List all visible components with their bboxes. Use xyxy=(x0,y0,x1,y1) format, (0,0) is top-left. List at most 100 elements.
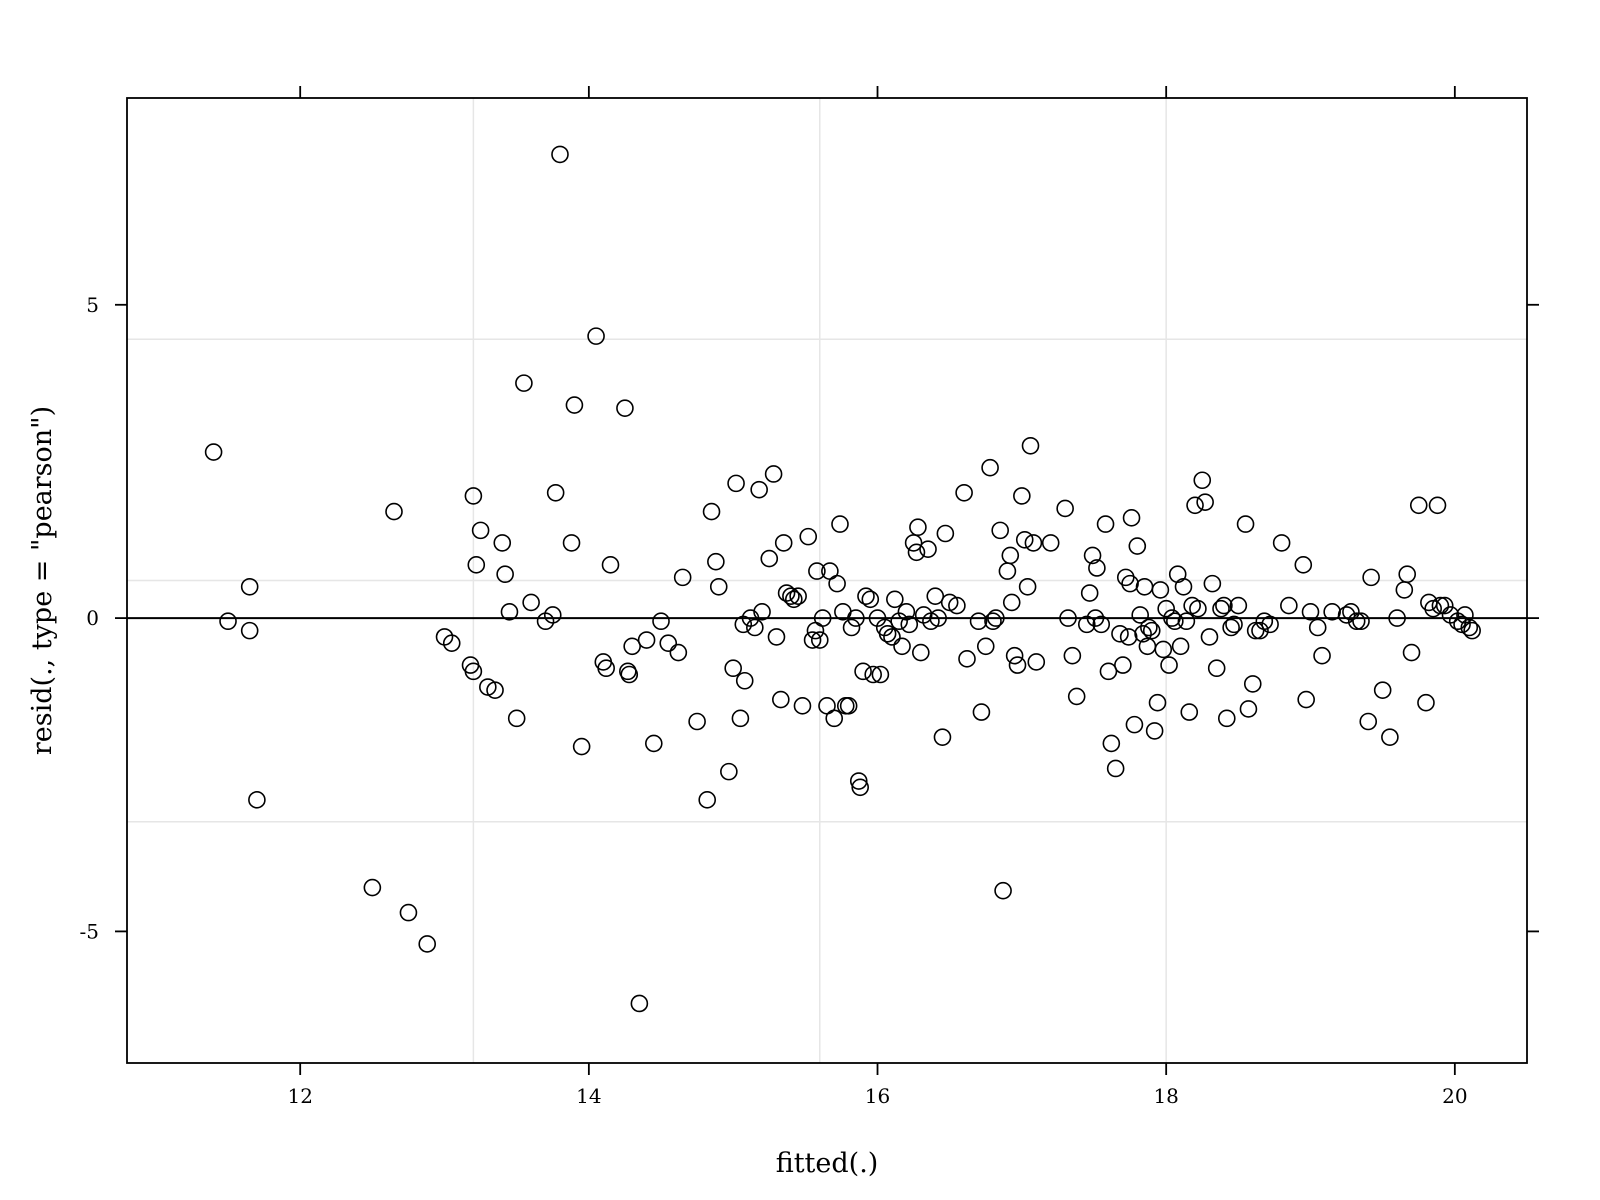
data-point xyxy=(1212,599,1230,618)
data-point xyxy=(1041,534,1060,552)
data-point xyxy=(904,534,923,552)
data-point xyxy=(565,396,584,414)
data-point xyxy=(782,587,800,605)
data-point xyxy=(720,762,738,781)
data-point xyxy=(909,518,927,537)
data-point xyxy=(991,521,1009,540)
data-point xyxy=(1077,615,1096,634)
data-point xyxy=(958,650,976,668)
data-point xyxy=(886,590,904,609)
data-point xyxy=(1160,656,1178,674)
data-point xyxy=(562,534,581,552)
data-point xyxy=(467,556,486,574)
data-point xyxy=(1373,681,1392,699)
data-point xyxy=(831,515,849,533)
x-tick-label: 14 xyxy=(576,1084,601,1108)
data-point xyxy=(1056,499,1074,518)
data-point xyxy=(1106,759,1125,778)
data-point xyxy=(897,603,916,621)
y-tick-label: 5 xyxy=(86,293,99,317)
data-point xyxy=(363,878,382,897)
data-point xyxy=(652,612,670,631)
data-point xyxy=(1463,621,1481,640)
data-point xyxy=(1131,606,1149,624)
data-point xyxy=(1398,565,1417,584)
data-point xyxy=(637,631,656,649)
data-point xyxy=(240,577,259,596)
data-point xyxy=(936,524,955,543)
data-point xyxy=(955,483,973,502)
data-point xyxy=(601,556,620,574)
data-point xyxy=(551,145,569,164)
data-point xyxy=(507,709,526,728)
data-point xyxy=(493,534,512,552)
data-point xyxy=(972,703,991,721)
data-point xyxy=(1134,624,1152,643)
data-point xyxy=(907,543,926,562)
data-point xyxy=(998,562,1017,580)
data-point xyxy=(861,590,880,609)
data-point xyxy=(1362,568,1380,587)
data-point xyxy=(1359,712,1378,731)
data-point xyxy=(724,659,742,678)
data-point xyxy=(707,552,725,571)
data-point xyxy=(806,621,825,640)
data-point xyxy=(760,549,779,568)
data-point xyxy=(926,587,945,605)
data-point xyxy=(486,681,504,699)
data-point xyxy=(543,606,562,624)
data-point xyxy=(1142,621,1161,640)
data-point xyxy=(500,603,519,621)
data-point xyxy=(1099,662,1118,681)
data-point xyxy=(240,621,259,640)
data-point xyxy=(546,483,565,502)
data-point xyxy=(854,662,872,681)
data-point xyxy=(659,634,678,652)
data-point xyxy=(616,399,634,417)
data-point xyxy=(219,612,237,631)
data-point xyxy=(735,671,754,690)
data-point xyxy=(248,791,266,809)
data-point xyxy=(688,712,706,731)
data-point xyxy=(698,791,717,809)
data-point xyxy=(399,903,418,922)
data-point xyxy=(1059,609,1077,627)
data-point xyxy=(1313,646,1331,665)
data-point xyxy=(1122,509,1141,527)
data-point xyxy=(1417,693,1435,712)
data-point xyxy=(385,502,403,521)
data-point xyxy=(620,665,639,684)
data-point xyxy=(1102,734,1121,753)
data-point xyxy=(1063,646,1082,665)
data-point xyxy=(1180,703,1199,721)
x-tick-label: 12 xyxy=(287,1084,312,1108)
data-point xyxy=(1024,534,1043,552)
data-point xyxy=(871,665,890,684)
data-point xyxy=(702,502,721,521)
data-point xyxy=(1189,599,1207,618)
data-point xyxy=(919,540,937,558)
data-point xyxy=(912,643,930,662)
data-point xyxy=(1125,715,1144,734)
data-point xyxy=(496,565,514,584)
data-point xyxy=(673,568,692,587)
data-point xyxy=(630,994,649,1013)
data-point xyxy=(803,631,822,649)
data-point xyxy=(847,609,865,627)
data-point xyxy=(1196,493,1214,511)
data-point xyxy=(883,628,901,646)
data-point xyxy=(987,609,1005,627)
data-point xyxy=(764,465,783,483)
data-point xyxy=(1005,646,1024,665)
x-tick-label: 16 xyxy=(865,1084,890,1108)
data-point xyxy=(1435,596,1454,615)
data-point xyxy=(1166,612,1184,631)
data-point xyxy=(1163,609,1181,627)
data-point xyxy=(1428,496,1447,515)
data-point xyxy=(1096,515,1115,533)
data-points xyxy=(204,145,1481,1013)
data-point xyxy=(839,697,858,715)
data-point xyxy=(1347,612,1366,631)
data-point xyxy=(1119,628,1138,646)
